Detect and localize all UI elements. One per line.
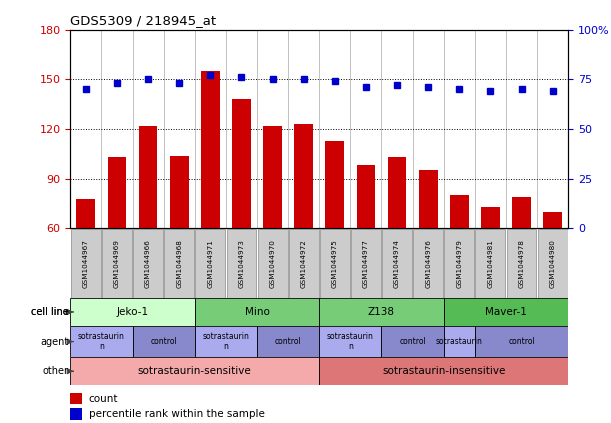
Text: cell line: cell line (31, 307, 68, 317)
Bar (70, 408, 82, 420)
Bar (444, 326, 475, 357)
Bar (295, 124, 313, 228)
Bar (475, 229, 505, 297)
Bar (170, 156, 189, 228)
Bar (133, 229, 163, 297)
Text: control: control (150, 337, 177, 346)
Bar (70, 326, 133, 357)
Text: GSM1044978: GSM1044978 (519, 239, 525, 288)
Text: sotrastaurin: sotrastaurin (436, 337, 483, 346)
Text: GDS5309 / 218945_at: GDS5309 / 218945_at (70, 14, 216, 27)
Bar (444, 298, 568, 326)
Text: sotrastaurin-sensitive: sotrastaurin-sensitive (138, 366, 252, 376)
Text: GSM1044975: GSM1044975 (332, 239, 338, 288)
Text: other: other (42, 366, 68, 376)
Text: count: count (89, 394, 118, 404)
Bar (195, 298, 320, 326)
Text: sotrastaurin
n: sotrastaurin n (202, 332, 249, 351)
Text: GSM1044969: GSM1044969 (114, 239, 120, 288)
Bar (139, 126, 158, 228)
Bar (164, 229, 194, 297)
Bar (201, 71, 220, 228)
Text: GSM1044973: GSM1044973 (238, 239, 244, 288)
Text: GSM1044977: GSM1044977 (363, 239, 369, 288)
Bar (289, 229, 318, 297)
Bar (70, 357, 320, 385)
Bar (320, 229, 349, 297)
Bar (133, 326, 195, 357)
Text: GSM1044980: GSM1044980 (550, 239, 555, 288)
Bar (538, 229, 568, 297)
Text: GSM1044967: GSM1044967 (83, 239, 89, 288)
Bar (227, 229, 257, 297)
Bar (320, 298, 444, 326)
Bar (444, 229, 474, 297)
Bar (450, 195, 469, 228)
Bar (481, 207, 500, 228)
Bar (263, 126, 282, 228)
Bar (475, 326, 568, 357)
Text: Z138: Z138 (368, 307, 395, 317)
Text: Mino: Mino (244, 307, 269, 317)
Text: control: control (275, 337, 301, 346)
Text: percentile rank within the sample: percentile rank within the sample (89, 409, 265, 418)
Text: Maver-1: Maver-1 (485, 307, 527, 317)
Text: GSM1044974: GSM1044974 (394, 239, 400, 288)
Bar (381, 326, 444, 357)
Bar (507, 229, 536, 297)
Bar (76, 199, 95, 228)
Bar (320, 326, 381, 357)
Text: GSM1044968: GSM1044968 (176, 239, 182, 288)
Bar (70, 298, 195, 326)
Text: Jeko-1: Jeko-1 (117, 307, 148, 317)
Bar (388, 157, 406, 228)
Text: agent: agent (40, 337, 68, 346)
Bar (512, 197, 531, 228)
Bar (258, 229, 288, 297)
Text: sotrastaurin
n: sotrastaurin n (78, 332, 125, 351)
Text: GSM1044981: GSM1044981 (488, 239, 494, 288)
Bar (357, 165, 375, 228)
Bar (70, 393, 82, 404)
Bar (419, 170, 437, 228)
Text: GSM1044979: GSM1044979 (456, 239, 463, 288)
Bar (320, 357, 568, 385)
Bar (102, 229, 132, 297)
Text: control: control (399, 337, 426, 346)
Text: GSM1044976: GSM1044976 (425, 239, 431, 288)
Text: GSM1044972: GSM1044972 (301, 239, 307, 288)
Text: GSM1044966: GSM1044966 (145, 239, 151, 288)
Text: sotrastaurin
n: sotrastaurin n (327, 332, 374, 351)
Bar (108, 157, 126, 228)
Bar (257, 326, 320, 357)
Text: GSM1044971: GSM1044971 (207, 239, 213, 288)
Bar (71, 229, 101, 297)
Text: control: control (508, 337, 535, 346)
Text: cell line: cell line (31, 307, 68, 317)
Text: GSM1044970: GSM1044970 (269, 239, 276, 288)
Bar (326, 140, 344, 228)
Bar (196, 229, 225, 297)
Bar (543, 212, 562, 228)
Bar (351, 229, 381, 297)
Bar (382, 229, 412, 297)
Bar (232, 99, 251, 228)
Text: sotrastaurin-insensitive: sotrastaurin-insensitive (382, 366, 505, 376)
Bar (413, 229, 443, 297)
Bar (195, 326, 257, 357)
